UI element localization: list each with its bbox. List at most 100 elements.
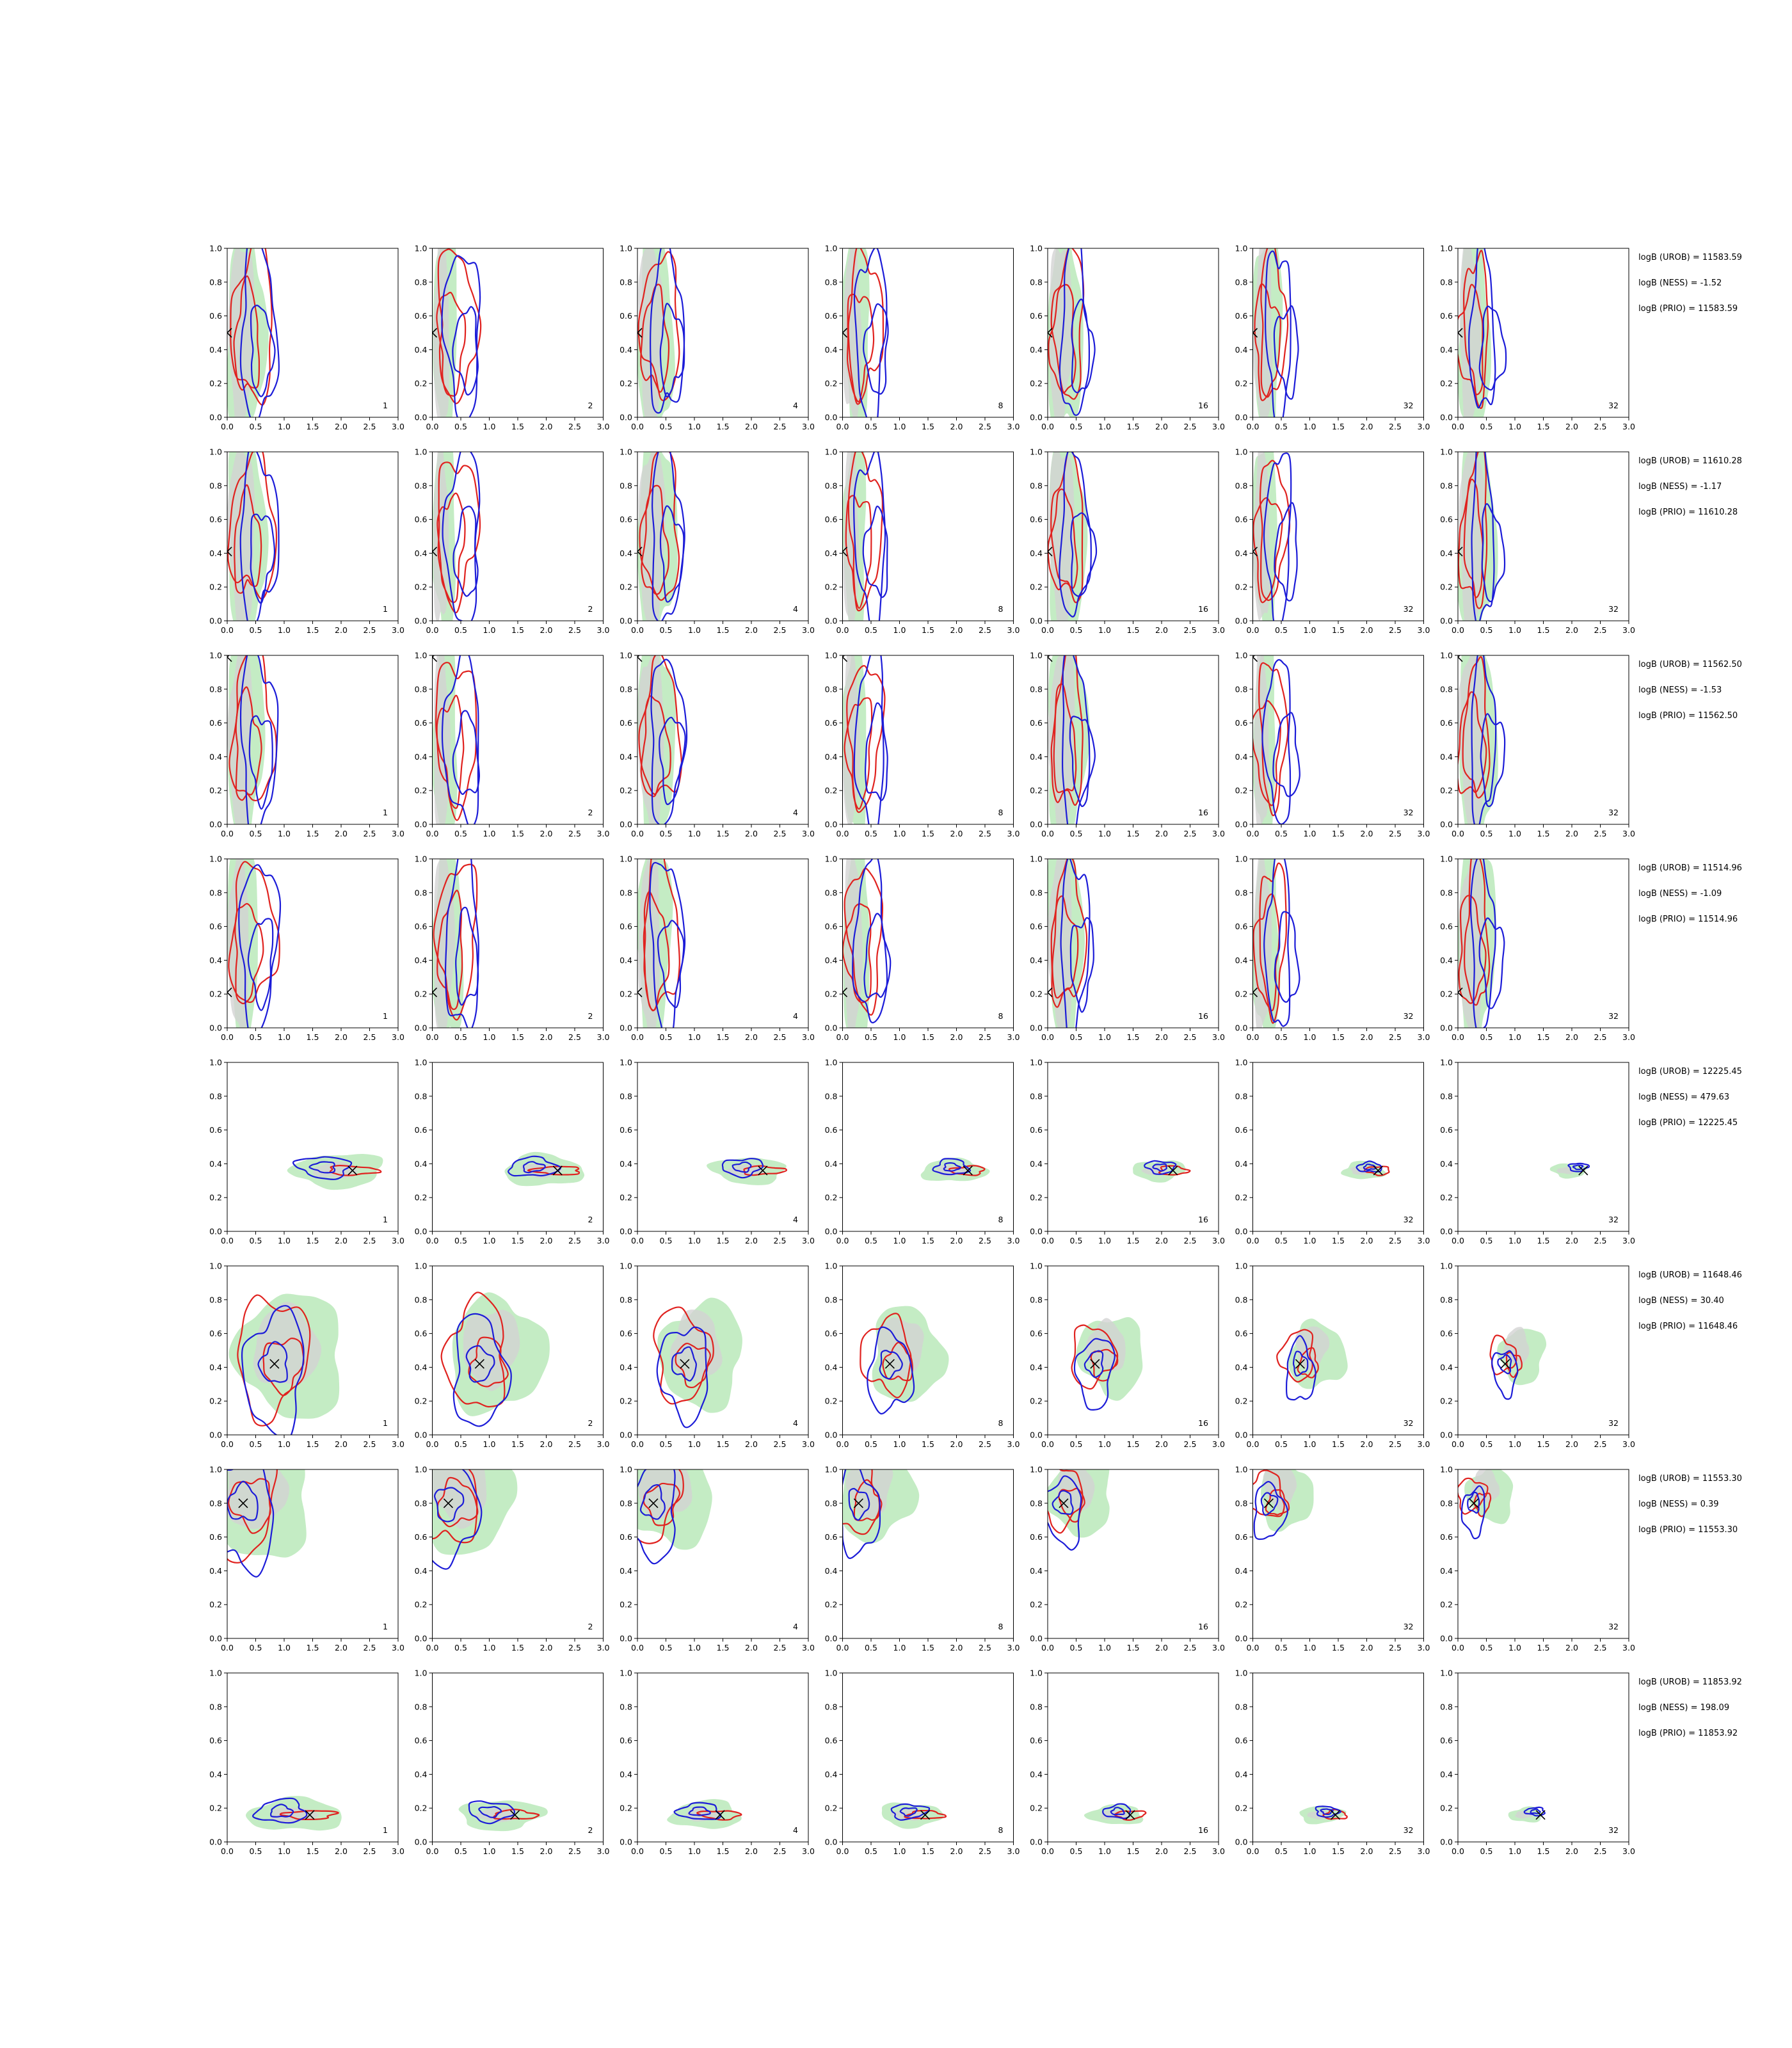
y-tick-label: 0.6 bbox=[825, 515, 838, 524]
y-tick-label: 0.4 bbox=[620, 345, 632, 355]
x-tick-label: 0.0 bbox=[1041, 1846, 1054, 1856]
y-tick-label: 0.2 bbox=[1235, 786, 1248, 796]
y-tick-label: 0.0 bbox=[1030, 1227, 1043, 1236]
axes-frame bbox=[227, 1062, 399, 1232]
y-tick-label: 0.6 bbox=[620, 515, 632, 524]
y-tick-label: 0.0 bbox=[825, 616, 838, 626]
x-tick-label: 1.5 bbox=[717, 1032, 730, 1042]
y-tick-label: 0.6 bbox=[1030, 922, 1043, 931]
y-tick-label: 0.4 bbox=[1235, 548, 1248, 558]
x-tick-label: 0.5 bbox=[250, 1236, 262, 1245]
contour-blue bbox=[452, 1313, 512, 1427]
contour-red bbox=[1463, 452, 1488, 609]
x-tick-label: 0.0 bbox=[631, 1643, 644, 1652]
panel-r4-c3: 0.0 0.5 1.0 1.5 2.0 2.5 3.0 0.0 0.2 0.4 0.6 0.8 1.0 4 bbox=[620, 854, 815, 1043]
contour-red bbox=[643, 891, 670, 1011]
x-tick-label: 1.5 bbox=[307, 1236, 319, 1245]
panel-count-label: 2 bbox=[588, 1011, 593, 1021]
x-tick-label: 2.5 bbox=[774, 1846, 787, 1856]
contour-red bbox=[468, 1336, 509, 1388]
x-tick-label: 2.0 bbox=[1155, 1846, 1168, 1856]
y-tick-label: 0.8 bbox=[620, 684, 632, 694]
panel-count-label: 2 bbox=[588, 1215, 593, 1224]
y-tick-label: 1.0 bbox=[1440, 244, 1453, 253]
x-tick-label: 0.0 bbox=[1247, 1439, 1260, 1449]
y-tick-label: 0.4 bbox=[209, 752, 222, 762]
x-tick-label: 1.0 bbox=[483, 422, 496, 431]
contour-red bbox=[1259, 862, 1288, 1024]
y-tick-label: 0.2 bbox=[825, 989, 838, 999]
contour-red bbox=[1053, 655, 1084, 806]
panel-r8-c4: 0.0 0.5 1.0 1.5 2.0 2.5 3.0 0.0 0.2 0.4 0.6 0.8 1.0 8 bbox=[825, 1668, 1020, 1857]
contour-blue bbox=[465, 1345, 495, 1383]
x-tick-label: 3.0 bbox=[1622, 829, 1635, 838]
truth-marker bbox=[269, 1359, 280, 1369]
contour-red bbox=[227, 452, 277, 600]
x-tick-label: 0.0 bbox=[426, 1643, 439, 1652]
x-tick-label: 2.0 bbox=[335, 829, 348, 838]
x-tick-label: 0.5 bbox=[865, 829, 877, 838]
truth-marker bbox=[305, 1810, 315, 1820]
y-tick-label: 0.6 bbox=[1235, 1125, 1248, 1135]
y-tick-label: 0.0 bbox=[1235, 413, 1248, 422]
x-tick-label: 0.5 bbox=[865, 1032, 877, 1042]
contour-blue bbox=[639, 1484, 666, 1520]
y-tick-label: 0.4 bbox=[1235, 1363, 1248, 1372]
contour-red bbox=[436, 694, 465, 809]
y-tick-label: 0.8 bbox=[415, 888, 428, 897]
x-tick-label: 0.5 bbox=[1275, 625, 1288, 635]
truth-marker bbox=[637, 328, 643, 338]
axes-frame bbox=[1457, 1062, 1629, 1232]
x-tick-label: 2.5 bbox=[364, 625, 376, 635]
logB-annotation: logB (NESS) = 198.09 bbox=[1638, 1703, 1729, 1713]
contour-red bbox=[653, 1306, 714, 1405]
y-tick-label: 0.6 bbox=[415, 1532, 428, 1542]
x-tick-label: 0.0 bbox=[1247, 422, 1260, 431]
y-tick-label: 0.2 bbox=[620, 1396, 632, 1406]
x-tick-label: 0.5 bbox=[1480, 1643, 1493, 1652]
y-tick-label: 0.8 bbox=[1235, 1091, 1248, 1101]
y-tick-label: 0.8 bbox=[1030, 481, 1043, 490]
contour-red bbox=[1048, 488, 1078, 591]
truth-marker bbox=[1500, 1359, 1510, 1369]
contour-blue bbox=[1060, 859, 1091, 1028]
y-tick-label: 0.8 bbox=[825, 277, 838, 287]
y-tick-label: 0.8 bbox=[1235, 684, 1248, 694]
y-tick-label: 0.2 bbox=[1030, 582, 1043, 592]
x-tick-label: 1.0 bbox=[893, 1846, 906, 1856]
x-tick-label: 0.5 bbox=[1070, 1439, 1083, 1449]
x-tick-label: 0.0 bbox=[1452, 1236, 1464, 1245]
y-tick-label: 0.6 bbox=[415, 922, 428, 931]
panel-count-label: 32 bbox=[1404, 401, 1414, 410]
contour-red bbox=[637, 1469, 684, 1544]
panel-count-label: 32 bbox=[1404, 1622, 1414, 1631]
contour-blue bbox=[863, 303, 889, 395]
y-tick-label: 0.2 bbox=[415, 989, 428, 999]
contour-blue bbox=[867, 1326, 915, 1415]
panel-r5-c1: 0.0 0.5 1.0 1.5 2.0 2.5 3.0 0.0 0.2 0.4 0.6 0.8 1.0 1 bbox=[209, 1058, 404, 1246]
logB-annotation: logB (UROB) = 12225.45 bbox=[1638, 1067, 1742, 1076]
x-tick-label: 2.5 bbox=[364, 829, 376, 838]
y-tick-label: 0.0 bbox=[1440, 1023, 1453, 1033]
contour-blue bbox=[1110, 1807, 1125, 1816]
x-tick-label: 2.0 bbox=[1565, 1643, 1578, 1652]
panel-count-label: 32 bbox=[1608, 1622, 1619, 1631]
x-tick-label: 2.5 bbox=[364, 1236, 376, 1245]
y-tick-label: 0.4 bbox=[1235, 1159, 1248, 1169]
x-tick-label: 1.0 bbox=[688, 422, 701, 431]
x-tick-label: 1.0 bbox=[893, 1439, 906, 1449]
panel-count-label: 32 bbox=[1608, 604, 1619, 614]
x-tick-label: 0.5 bbox=[1275, 1439, 1288, 1449]
panel-count-label: 4 bbox=[793, 1825, 798, 1835]
y-tick-label: 0.0 bbox=[1030, 820, 1043, 829]
x-tick-label: 3.0 bbox=[392, 1032, 404, 1042]
y-tick-label: 0.0 bbox=[825, 1634, 838, 1644]
contour-red bbox=[844, 867, 884, 1016]
x-tick-label: 1.5 bbox=[1127, 1643, 1140, 1652]
y-tick-label: 0.2 bbox=[620, 1193, 632, 1203]
y-tick-label: 0.2 bbox=[1235, 1600, 1248, 1610]
x-tick-label: 1.0 bbox=[1508, 1643, 1521, 1652]
y-tick-label: 1.0 bbox=[1235, 1668, 1248, 1678]
x-tick-label: 1.0 bbox=[1098, 1846, 1111, 1856]
logB-annotation: logB (UROB) = 11583.59 bbox=[1638, 253, 1742, 262]
